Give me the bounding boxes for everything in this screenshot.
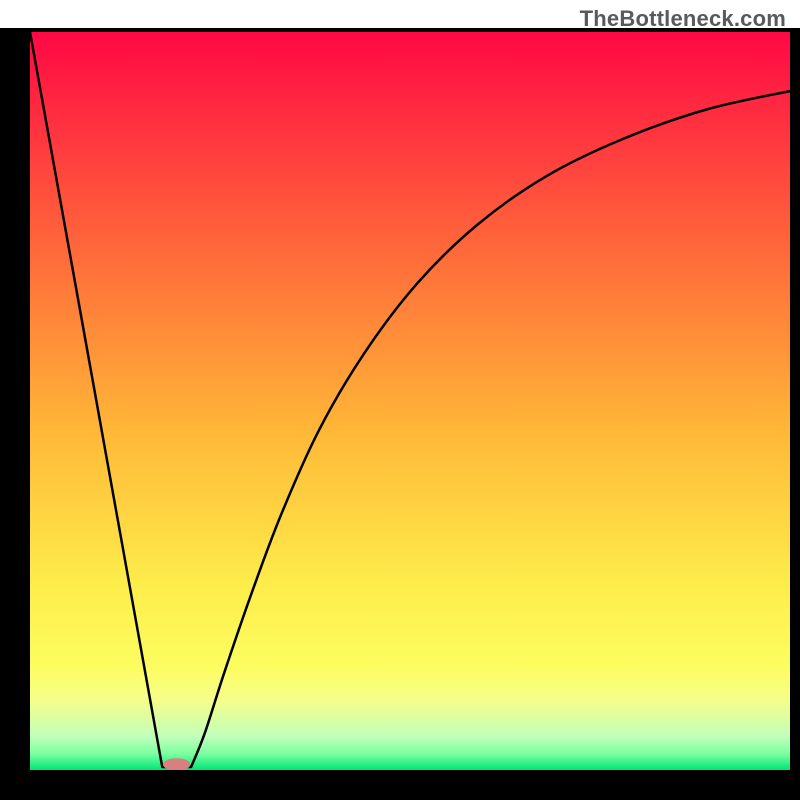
optimal-marker [163,758,190,771]
watermark-text: TheBottleneck.com [580,6,786,32]
chart-container: { "chart": { "type": "line", "width": 80… [0,0,800,800]
bottleneck-chart [0,0,800,800]
